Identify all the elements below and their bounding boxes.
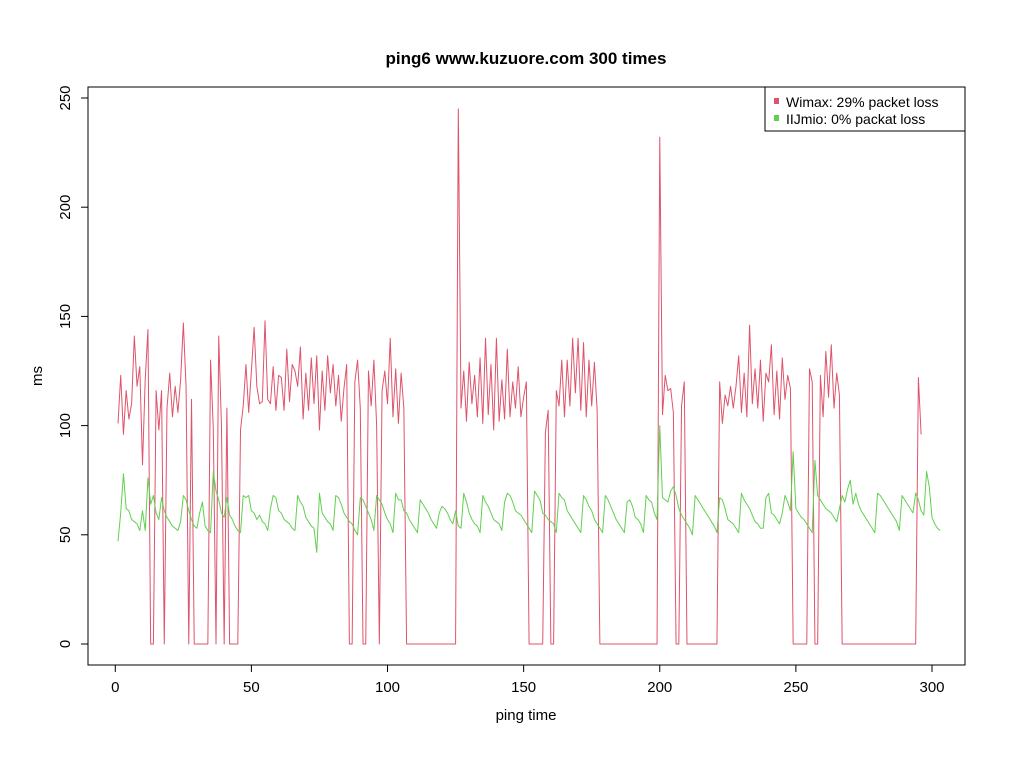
y-tick-label: 250 [57, 85, 74, 110]
x-tick-label: 200 [647, 679, 672, 696]
x-tick-label: 100 [375, 679, 400, 696]
legend-swatch-iijmio [774, 115, 779, 121]
legend-box [764, 86, 966, 132]
x-tick-label: 300 [919, 679, 944, 696]
x-axis: 0 50 100 150 200 250 300 [111, 664, 945, 696]
y-tick-label: 200 [57, 195, 74, 220]
y-tick-label: 50 [57, 526, 74, 543]
plot-area [117, 108, 941, 645]
x-axis-label: ping time [496, 707, 557, 724]
legend: Wimax: 29% packet loss IIJmio: 0% packat… [764, 86, 966, 132]
x-tick-label: 150 [511, 679, 536, 696]
legend-label-wimax: Wimax: 29% packet loss [786, 94, 939, 110]
x-tick-label: 50 [243, 679, 260, 696]
series-line-iijmio [117, 425, 941, 553]
y-tick-label: 100 [57, 413, 74, 438]
x-tick-label: 250 [783, 679, 808, 696]
y-axis-label: ms [29, 366, 46, 386]
y-axis: 0 50 100 150 200 250 [57, 85, 89, 648]
legend-label-iijmio: IIJmio: 0% packat loss [786, 111, 925, 127]
series-line-wimax [117, 108, 922, 645]
x-tick-label: 0 [111, 679, 119, 696]
y-tick-label: 0 [57, 640, 74, 648]
legend-swatch-wimax [774, 98, 779, 104]
chart-title: ping6 www.kuzuore.com 300 times [386, 49, 667, 68]
y-tick-label: 150 [57, 304, 74, 329]
